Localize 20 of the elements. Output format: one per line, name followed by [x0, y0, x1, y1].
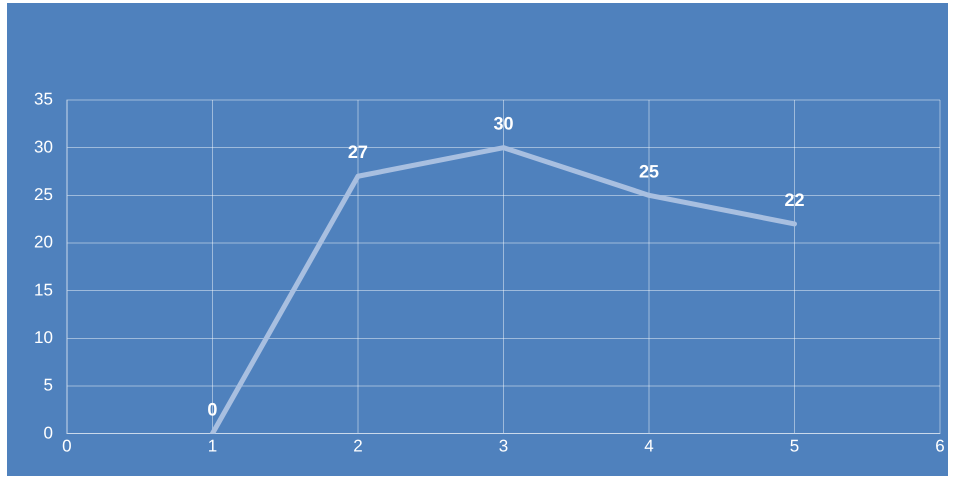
x-tick-label: 1 [208, 436, 218, 456]
y-tick-label: 10 [34, 328, 53, 347]
y-tick-label: 0 [43, 423, 53, 442]
x-tick-label: 6 [935, 436, 945, 456]
y-tick-label: 25 [34, 185, 53, 204]
x-tick-label: 2 [353, 436, 363, 456]
y-tick-label: 15 [34, 280, 53, 300]
y-tick-label: 5 [43, 376, 53, 395]
data-label: 30 [493, 114, 514, 134]
y-tick-label: 30 [34, 137, 53, 156]
data-label: 22 [784, 190, 804, 210]
data-label: 0 [207, 400, 218, 420]
data-label: 25 [638, 161, 659, 182]
y-tick-label: 20 [34, 232, 53, 252]
x-tick-label: 5 [790, 436, 800, 456]
x-tick-label: 4 [644, 436, 654, 456]
data-label: 27 [348, 142, 368, 162]
x-tick-label: 3 [498, 436, 508, 456]
x-tick-label: 0 [62, 436, 72, 456]
y-tick-label: 35 [34, 90, 53, 109]
